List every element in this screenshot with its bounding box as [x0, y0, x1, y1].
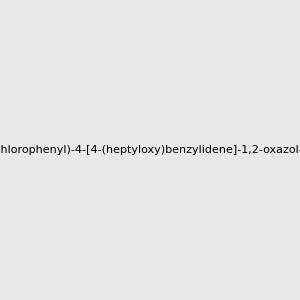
Text: (4E)-3-(4-chlorophenyl)-4-[4-(heptyloxy)benzylidene]-1,2-oxazol-5(4H)-one: (4E)-3-(4-chlorophenyl)-4-[4-(heptyloxy)…	[0, 145, 300, 155]
